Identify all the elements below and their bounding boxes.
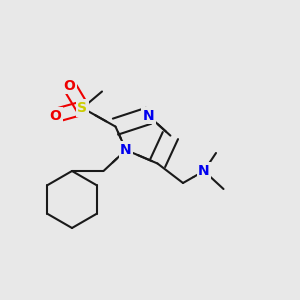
Text: N: N [120,143,132,157]
Text: N: N [143,109,154,123]
Text: S: S [77,101,88,115]
Text: O: O [63,79,75,92]
Text: N: N [198,164,210,178]
Text: O: O [50,109,61,122]
